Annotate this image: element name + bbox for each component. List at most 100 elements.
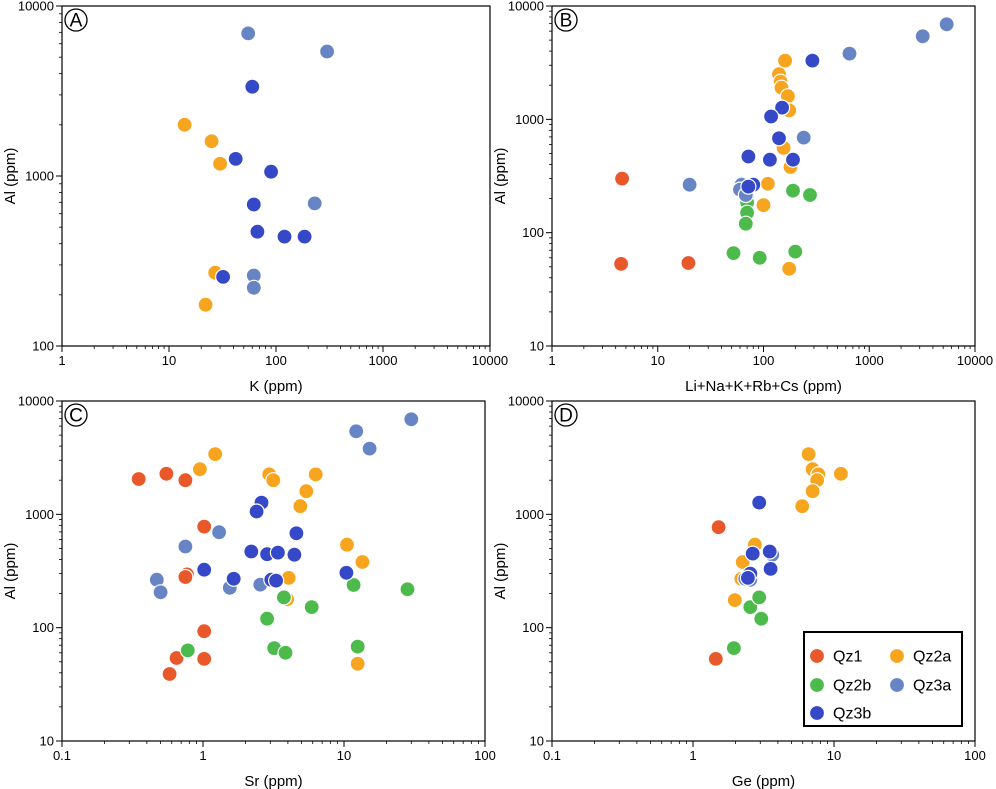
data-point — [228, 151, 243, 166]
data-point — [245, 79, 260, 94]
y-tick-label: 100 — [32, 620, 54, 635]
data-point — [320, 44, 335, 59]
data-point — [796, 130, 811, 145]
legend-item-qz3b: Qz3b — [810, 706, 872, 723]
data-point — [400, 582, 415, 597]
data-point — [741, 179, 756, 194]
y-axis-title: Al (ppm) — [492, 543, 509, 600]
data-point — [741, 149, 756, 164]
x-tick-label: 1 — [58, 353, 65, 368]
data-point — [197, 519, 212, 534]
data-point — [726, 641, 741, 656]
data-point — [289, 526, 304, 541]
series-qz3b — [216, 79, 313, 284]
x-axis-title: Sr (ppm) — [244, 773, 302, 789]
legend-label: Qz3b — [833, 706, 871, 723]
data-point — [795, 499, 810, 514]
legend: Qz1 Qz2a Qz2b Qz3a Qz3b — [804, 632, 962, 726]
data-point — [192, 462, 207, 477]
y-axis-title: Al (ppm) — [2, 543, 19, 600]
data-point — [803, 188, 818, 203]
x-tick-label: 1 — [548, 353, 555, 368]
data-point — [754, 611, 769, 626]
x-tick-label: 10000 — [472, 353, 508, 368]
data-point — [153, 585, 168, 600]
data-point — [249, 504, 264, 519]
data-point — [260, 611, 275, 626]
x-axis-title: K (ppm) — [249, 378, 302, 395]
data-point — [762, 544, 777, 559]
y-tick-label: 1000 — [515, 507, 544, 522]
data-point — [180, 643, 195, 658]
panel-letter: C — [69, 406, 83, 427]
x-axis-title: Ge (ppm) — [732, 773, 795, 789]
legend-marker — [890, 678, 905, 693]
data-point — [786, 183, 801, 198]
data-point — [915, 29, 930, 44]
data-point — [278, 645, 293, 660]
legend-label: Qz2b — [833, 678, 871, 695]
data-point — [740, 570, 755, 585]
data-point — [756, 198, 771, 213]
data-point — [178, 539, 193, 554]
series-qz3a — [241, 26, 335, 295]
data-point — [778, 53, 793, 68]
data-point — [178, 570, 193, 585]
figure: 1 10 100 1000 10000 100 1000 10000 K (ppm) Al (pp… — [0, 0, 996, 789]
data-point — [197, 651, 212, 666]
y-tick-label: 100 — [522, 225, 544, 240]
data-point — [752, 495, 767, 510]
data-point — [762, 152, 777, 167]
panel-c: 0.1 1 10 100 10 100 1000 10000 Sr (ppm) Al (ppm) C — [2, 394, 496, 789]
data-point — [208, 447, 223, 462]
legend-label: Qz2a — [913, 649, 951, 666]
y-tick-label: 10000 — [508, 394, 544, 409]
legend-marker — [810, 678, 825, 693]
y-tick-label: 10000 — [18, 0, 54, 14]
data-point — [197, 562, 212, 577]
data-point — [738, 216, 753, 231]
plot-frame — [62, 401, 485, 741]
data-point — [246, 197, 261, 212]
data-point — [340, 537, 355, 552]
y-tick-label: 100 — [32, 339, 54, 354]
series-qz3a — [682, 17, 954, 203]
y-tick-label: 1000 — [25, 507, 54, 522]
x-tick-label: 100 — [474, 748, 496, 763]
data-point — [297, 229, 312, 244]
data-point — [178, 473, 193, 488]
x-tick-label: 1 — [689, 748, 696, 763]
data-point — [198, 297, 213, 312]
data-point — [786, 152, 801, 167]
data-point — [355, 555, 370, 570]
data-point — [250, 224, 265, 239]
series-qz1 — [708, 520, 726, 667]
data-point — [760, 176, 775, 191]
series-qz2b — [180, 578, 415, 661]
data-point — [752, 250, 767, 265]
legend-marker — [810, 706, 825, 721]
data-point — [349, 424, 364, 439]
data-point — [162, 667, 177, 682]
panel-a: 1 10 100 1000 10000 100 1000 10000 K (ppm) Al (pp… — [2, 0, 508, 395]
data-point — [299, 484, 314, 499]
x-tick-label: 10 — [651, 353, 665, 368]
legend-label: Qz1 — [833, 649, 862, 666]
data-point — [244, 544, 259, 559]
data-point — [772, 131, 787, 146]
data-point — [270, 545, 285, 560]
x-tick-label: 0.1 — [543, 748, 561, 763]
data-point — [614, 256, 629, 271]
data-point — [801, 447, 816, 462]
data-point — [269, 573, 284, 588]
x-tick-label: 1 — [199, 748, 206, 763]
x-tick-label: 10 — [162, 353, 176, 368]
panel-b: 1 10 100 1000 1000010100100010000Li+Na+K+Rb+… — [492, 0, 993, 395]
data-point — [764, 109, 779, 124]
panel-letter: A — [70, 11, 83, 32]
legend-label: Qz3a — [913, 678, 951, 695]
y-tick-label: 10 — [530, 339, 544, 354]
legend-item-qz1: Qz1 — [810, 649, 863, 666]
x-tick-label: 1000 — [855, 353, 884, 368]
x-tick-label: 0.1 — [53, 748, 71, 763]
